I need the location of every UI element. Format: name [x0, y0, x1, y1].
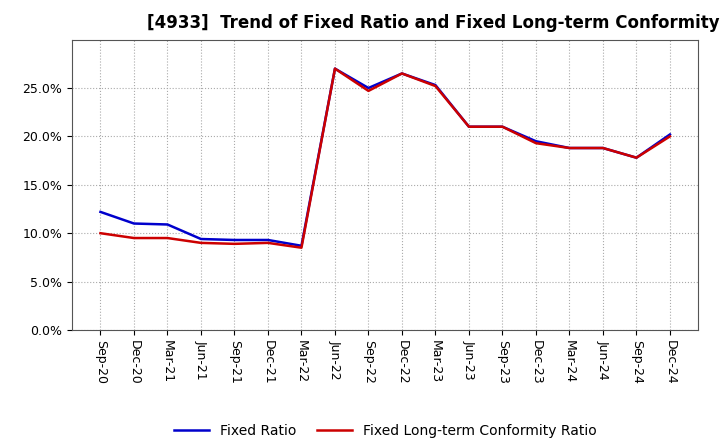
Text: [4933]  Trend of Fixed Ratio and Fixed Long-term Conformity Ratio: [4933] Trend of Fixed Ratio and Fixed Lo… — [147, 15, 720, 33]
Fixed Ratio — [297, 243, 306, 249]
Fixed Long-term Conformity Ratio — [297, 245, 306, 250]
Fixed Long-term Conformity Ratio — [632, 155, 641, 160]
Legend: Fixed Ratio, Fixed Long-term Conformity Ratio: Fixed Ratio, Fixed Long-term Conformity … — [168, 418, 602, 440]
Fixed Long-term Conformity Ratio — [397, 71, 406, 76]
Fixed Long-term Conformity Ratio — [565, 145, 574, 150]
Fixed Ratio — [498, 124, 507, 129]
Fixed Long-term Conformity Ratio — [264, 240, 272, 246]
Fixed Long-term Conformity Ratio — [130, 235, 138, 241]
Fixed Long-term Conformity Ratio — [163, 235, 172, 241]
Fixed Long-term Conformity Ratio — [464, 124, 473, 129]
Fixed Long-term Conformity Ratio — [230, 241, 239, 246]
Fixed Ratio — [665, 132, 674, 137]
Fixed Ratio — [264, 237, 272, 242]
Fixed Ratio — [632, 155, 641, 160]
Fixed Ratio — [163, 222, 172, 227]
Fixed Ratio — [464, 124, 473, 129]
Fixed Long-term Conformity Ratio — [330, 66, 339, 71]
Fixed Ratio — [96, 209, 105, 215]
Fixed Ratio — [130, 221, 138, 226]
Fixed Ratio — [330, 66, 339, 71]
Fixed Long-term Conformity Ratio — [197, 240, 205, 246]
Fixed Ratio — [364, 85, 373, 91]
Fixed Long-term Conformity Ratio — [96, 231, 105, 236]
Fixed Ratio — [565, 145, 574, 150]
Line: Fixed Ratio: Fixed Ratio — [101, 69, 670, 246]
Fixed Long-term Conformity Ratio — [598, 145, 607, 150]
Fixed Long-term Conformity Ratio — [364, 88, 373, 94]
Fixed Ratio — [397, 71, 406, 76]
Fixed Long-term Conformity Ratio — [531, 140, 540, 146]
Fixed Long-term Conformity Ratio — [498, 124, 507, 129]
Line: Fixed Long-term Conformity Ratio: Fixed Long-term Conformity Ratio — [101, 69, 670, 248]
Fixed Ratio — [230, 237, 239, 242]
Fixed Ratio — [431, 82, 440, 88]
Fixed Long-term Conformity Ratio — [431, 84, 440, 89]
Fixed Ratio — [531, 139, 540, 144]
Fixed Ratio — [197, 236, 205, 242]
Fixed Ratio — [598, 145, 607, 150]
Fixed Long-term Conformity Ratio — [665, 134, 674, 139]
